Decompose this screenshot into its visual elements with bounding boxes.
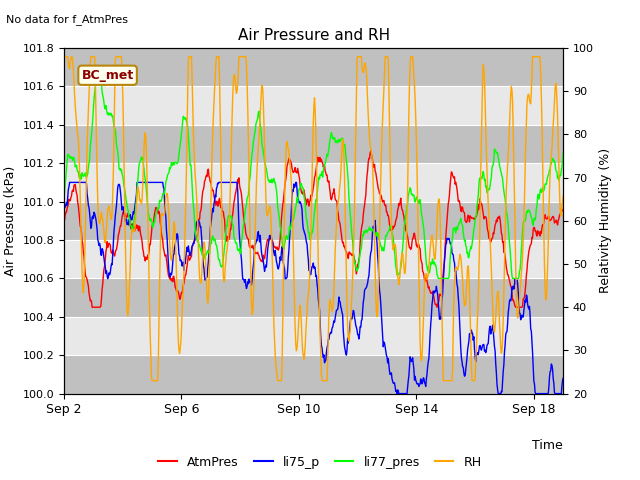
Bar	[64, 240, 563, 278]
Text: BC_met: BC_met	[81, 69, 134, 82]
Bar	[64, 125, 563, 163]
Bar	[64, 202, 563, 240]
Text: No data for f_AtmPres: No data for f_AtmPres	[6, 14, 129, 25]
Bar	[64, 163, 563, 202]
Title: Air Pressure and RH: Air Pressure and RH	[237, 28, 390, 43]
Bar	[64, 278, 563, 317]
Bar	[64, 86, 563, 125]
Bar	[64, 355, 563, 394]
Bar	[64, 317, 563, 355]
Y-axis label: Air Pressure (kPa): Air Pressure (kPa)	[4, 166, 17, 276]
Bar	[64, 48, 563, 86]
Y-axis label: Relativity Humidity (%): Relativity Humidity (%)	[600, 148, 612, 293]
Text: Time: Time	[532, 439, 563, 452]
Legend: AtmPres, li75_p, li77_pres, RH: AtmPres, li75_p, li77_pres, RH	[154, 451, 486, 474]
